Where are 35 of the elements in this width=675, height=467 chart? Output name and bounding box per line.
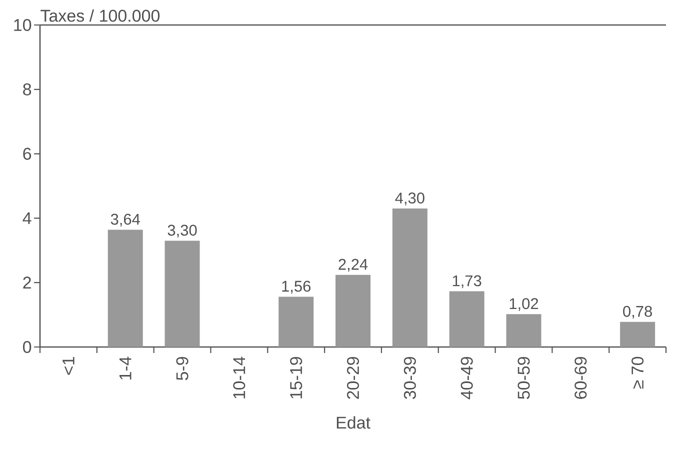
bar bbox=[336, 274, 371, 347]
bar bbox=[108, 230, 143, 347]
y-tick-label: 10 bbox=[14, 18, 32, 32]
x-axis-title: Edat bbox=[336, 416, 370, 429]
x-tick-label: 20-29 bbox=[346, 357, 360, 399]
x-tick-label: 5-9 bbox=[176, 357, 188, 380]
bar bbox=[620, 322, 656, 347]
y-axis-title: Taxes / 100.000 bbox=[40, 9, 160, 22]
y-tick-label: 8 bbox=[23, 83, 32, 96]
data-label: 4,30 bbox=[395, 192, 424, 206]
data-label: 0,78 bbox=[623, 306, 652, 319]
data-label: 3,64 bbox=[110, 214, 140, 227]
bar bbox=[506, 314, 542, 347]
x-tick-label: 50-59 bbox=[518, 357, 530, 399]
x-tick-label: 40-49 bbox=[460, 357, 473, 400]
bar bbox=[164, 240, 200, 347]
data-label: 1,73 bbox=[452, 275, 482, 288]
x-tick-label: ≥ 70 bbox=[632, 356, 644, 389]
x-tick-label: 60-69 bbox=[574, 357, 587, 399]
x-tick-label: 1-4 bbox=[120, 356, 132, 380]
x-tick-label: 30-39 bbox=[404, 357, 416, 400]
y-tick-label: 0 bbox=[23, 340, 32, 354]
data-label: 3,30 bbox=[168, 224, 197, 238]
y-tick-label: 2 bbox=[23, 276, 31, 289]
bar bbox=[449, 291, 484, 347]
bar bbox=[392, 208, 428, 347]
data-label: 2,24 bbox=[338, 258, 368, 272]
data-label: 1,56 bbox=[282, 280, 310, 294]
x-tick-label: <1 bbox=[62, 357, 74, 375]
y-tick-label: 4 bbox=[22, 212, 32, 224]
bar bbox=[278, 296, 314, 347]
x-tick-label: 15-19 bbox=[290, 357, 302, 398]
y-tick-label: 6 bbox=[23, 148, 32, 160]
x-tick-label: 10-14 bbox=[233, 356, 246, 398]
data-label: 1,02 bbox=[510, 298, 538, 311]
